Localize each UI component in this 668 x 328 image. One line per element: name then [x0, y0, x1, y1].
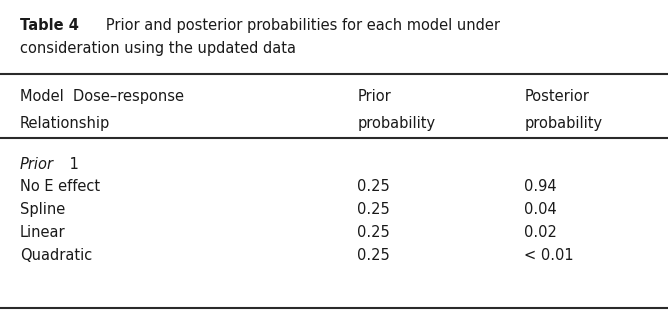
Text: Prior: Prior: [20, 157, 54, 173]
Text: 0.04: 0.04: [524, 202, 557, 217]
Text: 0.25: 0.25: [357, 248, 390, 263]
Text: Posterior: Posterior: [524, 89, 589, 104]
Text: Model  Dose–response: Model Dose–response: [20, 89, 184, 104]
Text: 1: 1: [65, 157, 79, 173]
Text: probability: probability: [524, 116, 603, 132]
Text: Relationship: Relationship: [20, 116, 110, 132]
Text: No E effect: No E effect: [20, 179, 100, 194]
Text: 0.25: 0.25: [357, 179, 390, 194]
Text: probability: probability: [357, 116, 436, 132]
Text: 0.02: 0.02: [524, 225, 557, 240]
Text: 0.94: 0.94: [524, 179, 557, 194]
Text: 0.25: 0.25: [357, 202, 390, 217]
Text: < 0.01: < 0.01: [524, 248, 574, 263]
Text: consideration using the updated data: consideration using the updated data: [20, 41, 296, 56]
Text: Prior: Prior: [357, 89, 391, 104]
Text: Quadratic: Quadratic: [20, 248, 92, 263]
Text: Table 4: Table 4: [20, 18, 79, 33]
Text: Prior and posterior probabilities for each model under: Prior and posterior probabilities for ea…: [92, 18, 500, 33]
Text: Linear: Linear: [20, 225, 65, 240]
Text: 0.25: 0.25: [357, 225, 390, 240]
Text: Spline: Spline: [20, 202, 65, 217]
